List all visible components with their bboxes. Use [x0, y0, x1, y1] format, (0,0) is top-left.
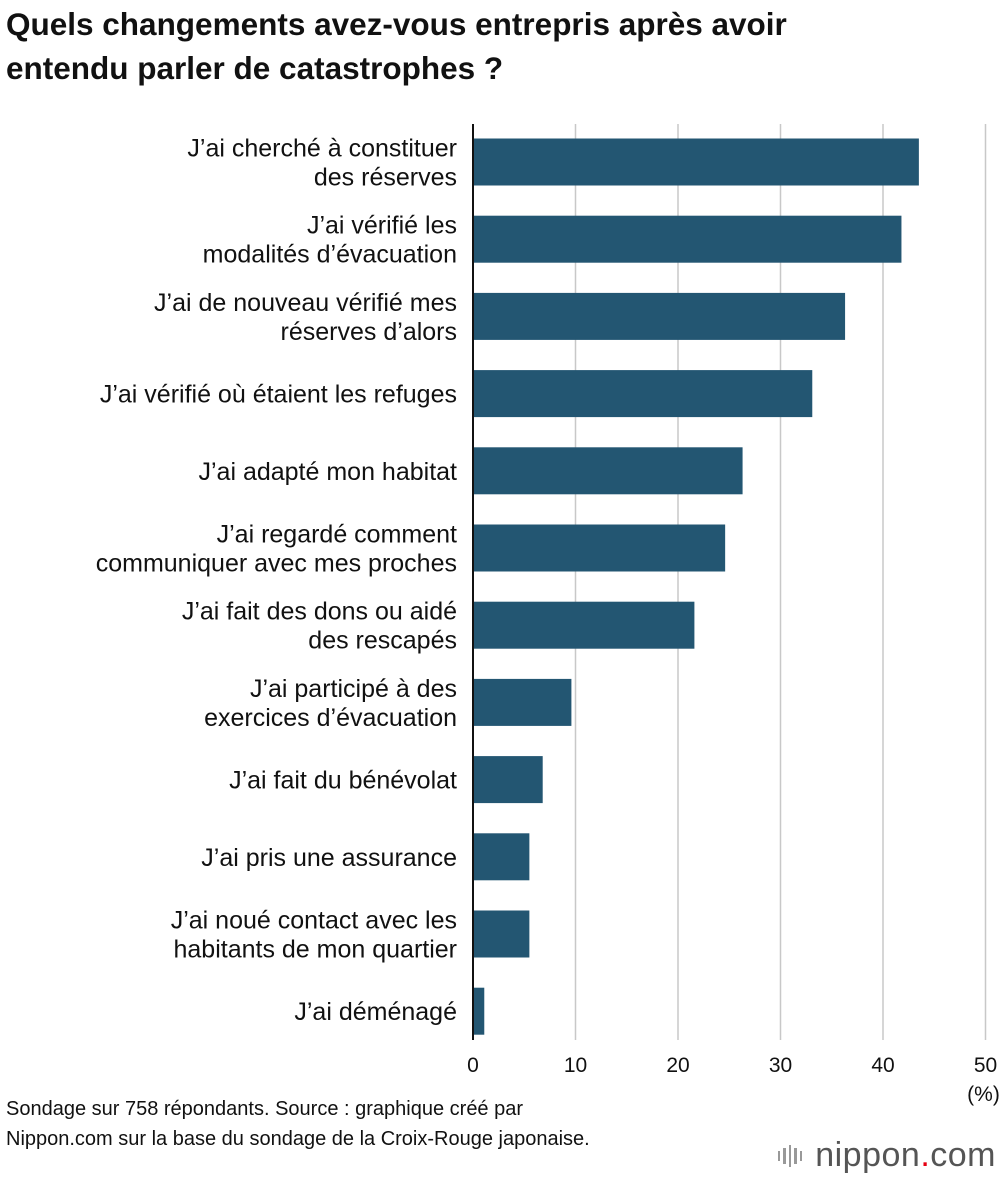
title-line-1: Quels changements avez-vous entrepris ap…	[6, 6, 787, 42]
brand-bars-icon	[777, 1144, 806, 1167]
category-label-2-line-1: J’ai vérifié les	[307, 212, 457, 240]
x-axis-unit-label: (%)	[967, 1083, 1000, 1106]
category-labels: J’ai cherché à constituer des réservesJ’a…	[96, 135, 457, 1027]
bar-9	[473, 756, 543, 804]
category-label-10: J’ai pris une assurance	[201, 844, 457, 872]
category-label-8-line-2: exercices d’évacuation	[204, 704, 457, 732]
category-label-6-line-2: communiquer avec mes proches	[96, 550, 457, 578]
chart-title: Quels changements avez-vous entrepris ap…	[6, 2, 996, 90]
category-label-1-line-2: des réserves	[314, 164, 457, 192]
brand-name: nippon	[815, 1136, 921, 1174]
bar-11	[473, 910, 530, 958]
category-label-11-line-1: J’ai noué contact avec les	[171, 907, 457, 935]
bar-4	[473, 370, 813, 418]
x-tick-label-40: 40	[871, 1054, 894, 1077]
bar-2	[473, 215, 902, 263]
category-label-1: J’ai cherché à constituer des réserves	[187, 135, 457, 192]
category-label-5-line-1: J’ai adapté mon habitat	[198, 458, 457, 486]
source-note-line-2: Nippon.com sur la base du sondage de la …	[6, 1128, 590, 1150]
x-tick-label-50: 50	[974, 1054, 997, 1077]
category-label-3-line-2: réserves d’alors	[281, 318, 457, 346]
bar-chart: J’ai cherché à constituer des réservesJ’a…	[96, 124, 1000, 1106]
bar-10	[473, 833, 530, 881]
category-label-8: J’ai participé à des exercices d’évacuati…	[204, 675, 457, 732]
bar-8	[473, 678, 572, 726]
category-label-4: J’ai vérifié où étaient les refuges	[100, 381, 457, 409]
bar-6	[473, 524, 726, 572]
category-label-5: J’ai adapté mon habitat	[198, 458, 457, 486]
x-tick-label-30: 30	[769, 1054, 792, 1077]
category-label-2-line-2: modalités d’évacuation	[203, 241, 457, 269]
category-label-11: J’ai noué contact avec les habitants de m…	[171, 907, 457, 964]
category-label-9-line-1: J’ai fait du bénévolat	[229, 767, 457, 795]
category-label-4-line-1: J’ai vérifié où étaient les refuges	[100, 381, 457, 409]
x-tick-label-0: 0	[467, 1054, 479, 1077]
bar-1	[473, 138, 919, 186]
category-label-6: J’ai regardé comment communiquer avec mes…	[96, 521, 457, 578]
category-label-7: J’ai fait des dons ou aidé des rescapés	[182, 598, 457, 655]
category-label-2: J’ai vérifié les modalités d’évacuation	[203, 212, 457, 269]
category-label-6-line-1: J’ai regardé comment	[217, 521, 457, 549]
source-note: Sondage sur 758 répondants. Source : gra…	[6, 1094, 590, 1154]
category-label-11-line-2: habitants de mon quartier	[173, 936, 457, 964]
title-line-2: entendu parler de catastrophes ?	[6, 50, 504, 86]
brand-suffix: com	[930, 1136, 996, 1174]
category-label-8-line-1: J’ai participé à des	[250, 675, 457, 703]
x-axis-ticks: 0 10 20 30 40 50	[467, 1054, 997, 1077]
x-tick-label-20: 20	[666, 1054, 689, 1077]
category-label-12: J’ai déménagé	[294, 998, 457, 1026]
source-note-line-1: Sondage sur 758 répondants. Source : gra…	[6, 1098, 524, 1120]
bars	[473, 138, 919, 1035]
gridlines	[574, 124, 987, 1040]
category-label-9: J’ai fait du bénévolat	[229, 767, 457, 795]
category-label-3-line-1: J’ai de nouveau vérifié mes	[154, 289, 457, 317]
category-label-1-line-1: J’ai cherché à constituer	[187, 135, 457, 163]
bar-12	[473, 987, 485, 1035]
x-tick-label-10: 10	[564, 1054, 587, 1077]
bar-7	[473, 601, 695, 649]
category-label-7-line-1: J’ai fait des dons ou aidé	[182, 598, 457, 626]
bar-5	[473, 447, 743, 495]
category-label-12-line-1: J’ai déménagé	[294, 998, 457, 1026]
nippon-logo: nippon. com	[777, 1136, 996, 1175]
bar-3	[473, 292, 846, 340]
category-label-3: J’ai de nouveau vérifié mes réserves d’al…	[154, 289, 457, 346]
brand-dot: .	[920, 1136, 931, 1174]
category-label-10-line-1: J’ai pris une assurance	[201, 844, 457, 872]
category-label-7-line-2: des rescapés	[308, 627, 457, 655]
